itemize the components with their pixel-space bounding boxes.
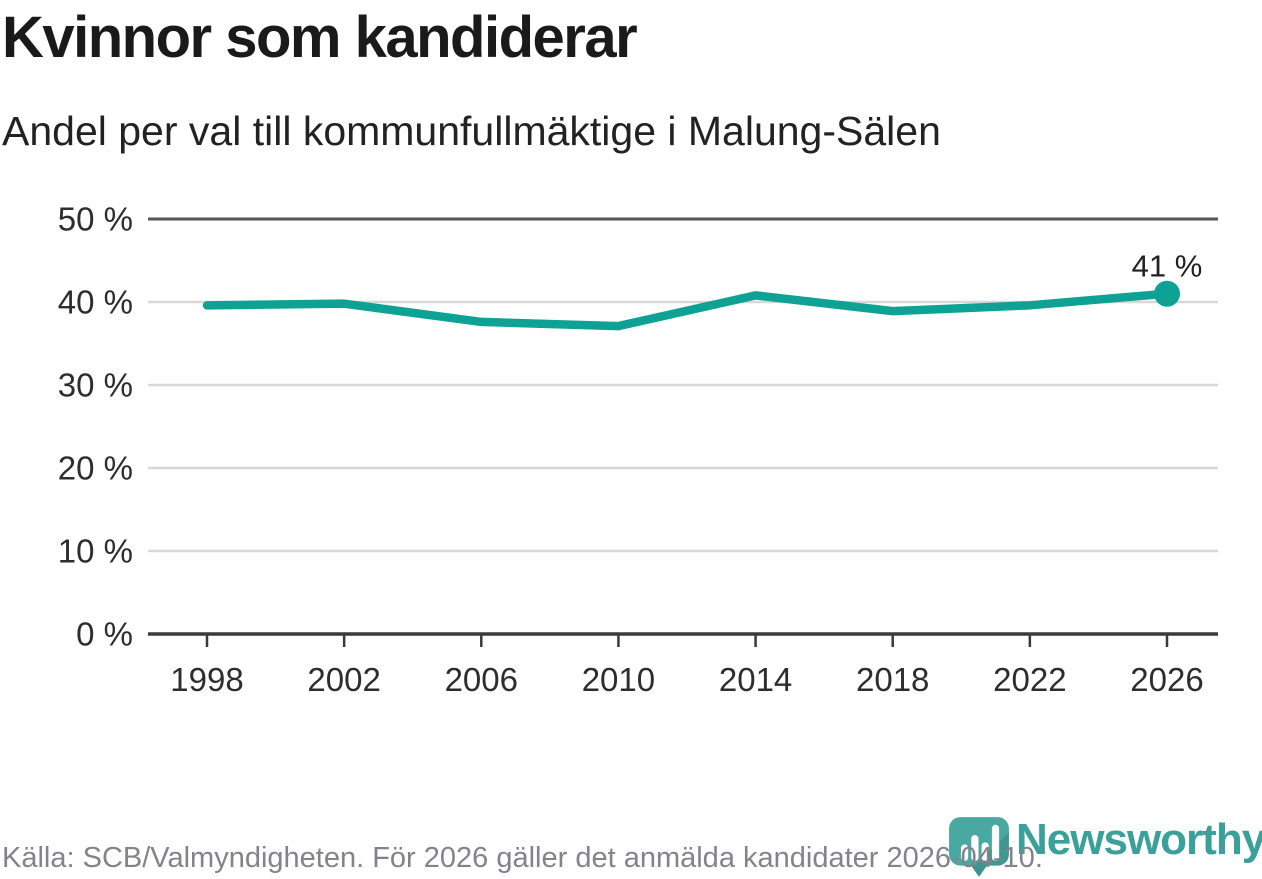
x-axis-label: 2014 bbox=[719, 661, 792, 698]
y-axis-label: 10 % bbox=[58, 533, 133, 570]
newsworthy-brand-text: Newsworthy bbox=[1016, 815, 1262, 864]
data-line bbox=[202, 289, 1172, 331]
y-axis-label: 40 % bbox=[58, 284, 133, 321]
y-axis-label: 0 % bbox=[76, 616, 133, 653]
x-axis-label: 2010 bbox=[582, 661, 655, 698]
y-axis-label: 50 % bbox=[58, 201, 133, 238]
x-axis-label: 1998 bbox=[170, 661, 243, 698]
y-axis-labels: 50 % 40 % 30 % 20 % 10 % 0 % bbox=[58, 201, 133, 653]
x-axis-ticks bbox=[205, 634, 1169, 647]
source-note: Källa: SCB/Valmyndigheten. För 2026 gäll… bbox=[2, 842, 1043, 874]
end-point-marker bbox=[1154, 280, 1180, 307]
bar-chart-glyph bbox=[960, 824, 1000, 861]
x-axis-label: 2022 bbox=[993, 661, 1066, 698]
y-axis-label: 30 % bbox=[58, 367, 133, 404]
page-subtitle: Andel per val till kommunfullmäktige i M… bbox=[2, 108, 941, 154]
x-axis-label: 2026 bbox=[1130, 661, 1203, 698]
gridlines bbox=[148, 217, 1218, 636]
x-axis-labels: 1998 2002 2006 2010 2014 2018 2022 2026 bbox=[170, 661, 1203, 698]
end-value-label: 41 % bbox=[1132, 249, 1203, 284]
page-title: Kvinnor som kandiderar bbox=[2, 5, 638, 70]
x-axis-label: 2002 bbox=[307, 661, 380, 698]
x-axis-label: 2018 bbox=[856, 661, 929, 698]
newsworthy-logo-icon bbox=[949, 817, 1009, 877]
y-axis-label: 20 % bbox=[58, 450, 133, 487]
x-axis-label: 2006 bbox=[445, 661, 518, 698]
